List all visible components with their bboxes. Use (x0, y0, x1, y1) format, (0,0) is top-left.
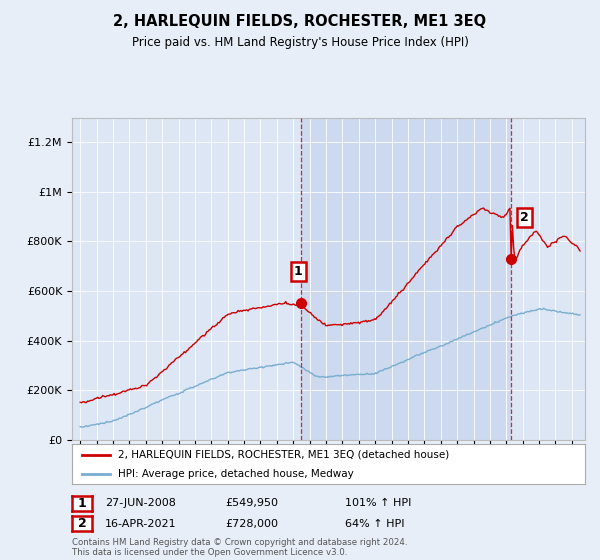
Text: Contains HM Land Registry data © Crown copyright and database right 2024.
This d: Contains HM Land Registry data © Crown c… (72, 538, 407, 557)
Text: £549,950: £549,950 (225, 498, 278, 508)
Text: HPI: Average price, detached house, Medway: HPI: Average price, detached house, Medw… (118, 469, 354, 478)
Text: 27-JUN-2008: 27-JUN-2008 (105, 498, 176, 508)
Text: 101% ↑ HPI: 101% ↑ HPI (345, 498, 412, 508)
Text: 16-APR-2021: 16-APR-2021 (105, 519, 176, 529)
Text: Price paid vs. HM Land Registry's House Price Index (HPI): Price paid vs. HM Land Registry's House … (131, 36, 469, 49)
Text: 2, HARLEQUIN FIELDS, ROCHESTER, ME1 3EQ (detached house): 2, HARLEQUIN FIELDS, ROCHESTER, ME1 3EQ … (118, 450, 449, 460)
Text: 2: 2 (77, 517, 86, 530)
Text: 64% ↑ HPI: 64% ↑ HPI (345, 519, 404, 529)
Bar (301, 118, 511, 440)
Text: 1: 1 (77, 497, 86, 510)
Text: 2, HARLEQUIN FIELDS, ROCHESTER, ME1 3EQ: 2, HARLEQUIN FIELDS, ROCHESTER, ME1 3EQ (113, 14, 487, 29)
Text: £728,000: £728,000 (225, 519, 278, 529)
Text: 1: 1 (293, 265, 302, 278)
Text: 2: 2 (520, 211, 529, 223)
